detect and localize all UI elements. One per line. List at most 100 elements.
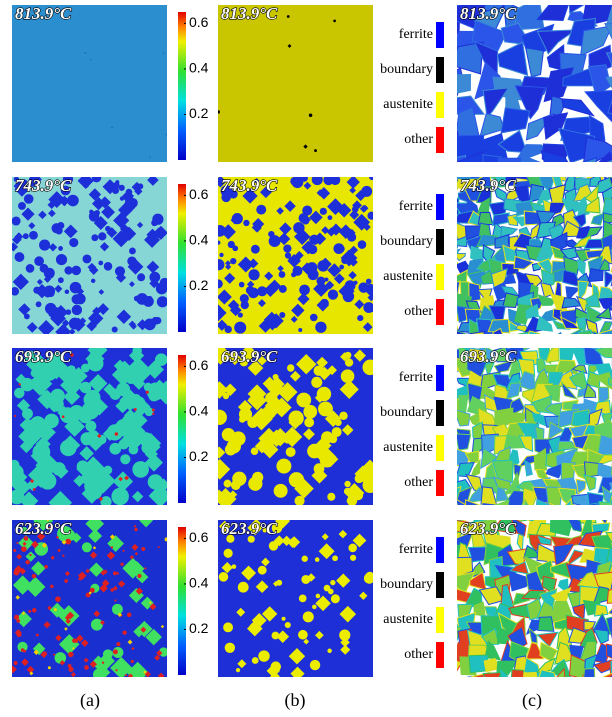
blob bbox=[283, 244, 291, 252]
grain bbox=[442, 198, 459, 217]
blob bbox=[258, 566, 267, 575]
blob bbox=[273, 374, 279, 380]
blob bbox=[66, 309, 72, 315]
blob bbox=[102, 662, 104, 664]
grain bbox=[441, 342, 458, 362]
grain bbox=[442, 587, 457, 606]
blob bbox=[129, 248, 136, 255]
blob bbox=[321, 431, 333, 443]
blob bbox=[24, 314, 30, 320]
legend-label: ferrite bbox=[399, 27, 433, 42]
grain bbox=[527, 162, 541, 178]
blob bbox=[279, 312, 285, 318]
blob bbox=[67, 195, 79, 207]
blob bbox=[242, 582, 246, 586]
blob bbox=[367, 212, 375, 220]
blob bbox=[251, 245, 260, 254]
blob bbox=[125, 674, 127, 676]
blob bbox=[216, 240, 220, 244]
grain bbox=[534, 449, 546, 470]
grain bbox=[440, 331, 455, 350]
blob bbox=[144, 567, 146, 569]
image-panel bbox=[210, 174, 377, 334]
blob bbox=[137, 273, 145, 281]
blob bbox=[312, 605, 317, 610]
temperature-label: 693.9°C bbox=[221, 347, 278, 366]
legend-swatch bbox=[436, 642, 444, 668]
blob bbox=[328, 289, 338, 299]
blob bbox=[327, 493, 335, 501]
panel-label: (b) bbox=[285, 690, 306, 711]
blob bbox=[137, 574, 141, 578]
blob bbox=[53, 654, 55, 656]
grain bbox=[538, 617, 554, 632]
blob bbox=[71, 266, 81, 276]
blob bbox=[285, 622, 291, 628]
blob bbox=[320, 208, 327, 215]
grain bbox=[446, 261, 458, 277]
image-panel bbox=[217, 5, 373, 162]
blob bbox=[62, 415, 65, 418]
blob bbox=[137, 183, 143, 189]
grain bbox=[539, 0, 565, 2]
blob bbox=[39, 239, 50, 250]
blob bbox=[257, 286, 267, 296]
blob bbox=[366, 572, 374, 580]
legend-swatch bbox=[436, 572, 444, 598]
panel-label: (a) bbox=[80, 690, 100, 711]
legend-swatch bbox=[436, 264, 444, 290]
legend-swatch bbox=[436, 470, 444, 496]
blob bbox=[316, 276, 325, 285]
grain bbox=[578, 684, 601, 707]
legend-swatch bbox=[436, 299, 444, 325]
blob bbox=[112, 187, 119, 194]
legend-label: austenite bbox=[383, 269, 433, 284]
grain bbox=[452, 687, 477, 705]
blob bbox=[54, 608, 57, 611]
blob bbox=[327, 649, 332, 654]
blob bbox=[358, 240, 367, 249]
blob bbox=[70, 282, 82, 294]
blob bbox=[314, 366, 324, 376]
blob bbox=[339, 265, 344, 270]
blob bbox=[45, 303, 56, 314]
blob bbox=[219, 253, 223, 257]
colorbar-tick-label: 0.6 bbox=[189, 357, 209, 373]
temperature-label: 813.9°C bbox=[221, 4, 278, 23]
blob bbox=[345, 358, 353, 366]
blob bbox=[114, 599, 116, 601]
blob bbox=[345, 280, 356, 291]
blob bbox=[14, 415, 16, 417]
grain bbox=[600, 161, 612, 179]
blob bbox=[55, 227, 62, 234]
blob bbox=[69, 238, 78, 247]
blob bbox=[41, 391, 50, 400]
blob bbox=[287, 364, 294, 371]
blob bbox=[230, 258, 236, 264]
blob bbox=[152, 408, 155, 411]
blob bbox=[335, 419, 342, 426]
grain bbox=[540, 508, 555, 519]
blob bbox=[82, 542, 92, 552]
blob bbox=[239, 282, 245, 288]
blob bbox=[240, 294, 249, 303]
blob bbox=[279, 271, 286, 278]
blob bbox=[332, 427, 342, 437]
blob bbox=[77, 460, 89, 472]
blob bbox=[36, 634, 39, 637]
blob bbox=[251, 447, 259, 455]
blob bbox=[286, 447, 296, 457]
grain bbox=[554, 504, 570, 518]
grain bbox=[442, 448, 458, 467]
grain bbox=[583, 138, 612, 168]
blob bbox=[105, 226, 111, 232]
grain bbox=[448, 75, 470, 94]
image-panel bbox=[12, 5, 168, 162]
figure: (a) (b) (c) 813.9°C813.9°C813.9°C0.20.40… bbox=[0, 0, 612, 717]
blob bbox=[58, 246, 63, 251]
blob bbox=[212, 410, 227, 425]
blob bbox=[111, 488, 129, 506]
blob bbox=[308, 245, 317, 254]
blob bbox=[9, 460, 20, 471]
grain bbox=[575, 166, 593, 178]
